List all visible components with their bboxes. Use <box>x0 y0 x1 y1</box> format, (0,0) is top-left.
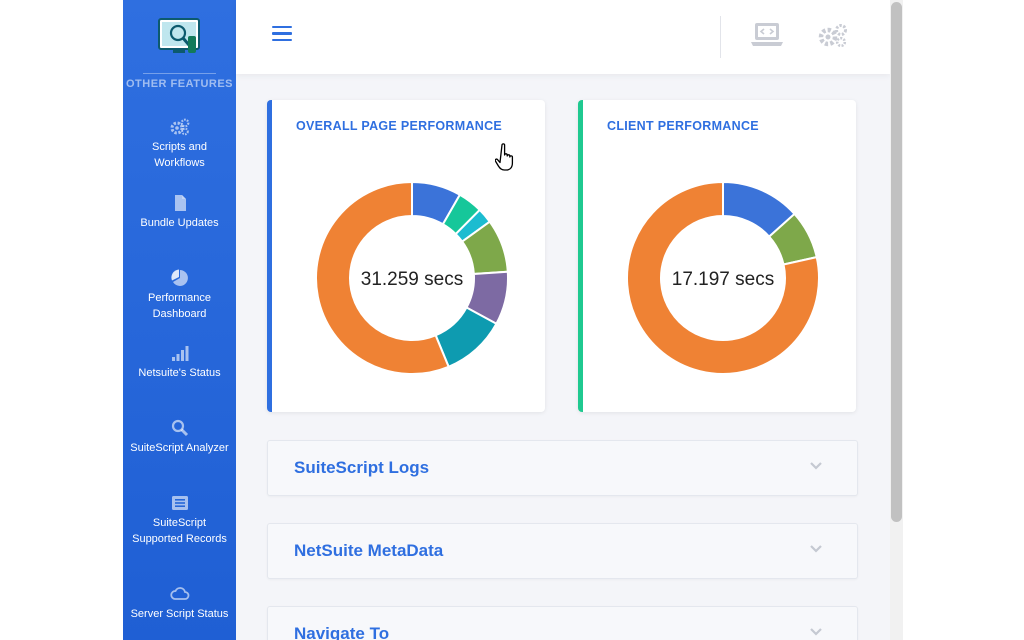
chevron-down-icon <box>810 545 822 553</box>
sidebar-item-netsuites-status[interactable]: Netsuite's Status <box>123 344 236 381</box>
sidebar-item-label: Performance Dashboard <box>148 292 211 320</box>
sidebar-item-label: SuiteScript Supported Records <box>132 517 227 545</box>
sidebar-divider <box>143 73 216 74</box>
hand-cursor-icon <box>495 143 514 171</box>
top-bar <box>236 0 890 74</box>
sidebar-item-performance-dashboard[interactable]: Performance Dashboard <box>123 269 236 322</box>
sidebar-item-scripts-and-workflows[interactable]: Scripts and Workflows <box>123 118 236 171</box>
sidebar-item-label: Bundle Updates <box>140 217 219 229</box>
client-performance-card: CLIENT PERFORMANCE 17.197 secs <box>578 100 856 412</box>
cloud-icon <box>169 587 189 600</box>
sidebar-item-server-script-status[interactable]: Server Script Status <box>123 585 236 622</box>
overall-performance-donut-chart: 31.259 secs <box>315 180 509 375</box>
sidebar-item-label: Server Script Status <box>130 608 229 620</box>
accordion-suitescript-logs[interactable]: SuiteScript Logs <box>267 440 858 496</box>
sidebar-item-label: Netsuite's Status <box>138 367 221 379</box>
signal-bars-icon <box>171 346 188 361</box>
gears-icon <box>170 118 189 136</box>
accordion-title: NetSuite MetaData <box>294 541 444 560</box>
topbar-divider <box>720 16 721 58</box>
center-value: 31.259 secs <box>361 269 463 290</box>
client-performance-donut-chart: 17.197 secs <box>626 180 820 375</box>
donut-slice-7[interactable] <box>315 180 450 375</box>
accordion-netsuite-metadata[interactable]: NetSuite MetaData <box>267 523 858 579</box>
sidebar-item-label: Scripts and Workflows <box>151 141 208 169</box>
list-icon <box>171 496 188 510</box>
accordion-title: Navigate To <box>294 624 390 640</box>
accordion-title: SuiteScript Logs <box>294 458 430 477</box>
app-logo[interactable] <box>158 18 200 54</box>
gears-icon[interactable] <box>817 22 849 48</box>
document-icon <box>174 195 186 211</box>
accordion-navigate-to[interactable]: Navigate To <box>267 606 858 640</box>
chevron-down-icon <box>810 628 822 636</box>
card-title: CLIENT PERFORMANCE <box>607 119 759 133</box>
overall-page-performance-card: OVERALL PAGE PERFORMANCE 31.259 secs <box>267 100 545 412</box>
scrollbar-thumb[interactable] <box>891 2 902 522</box>
sidebar-section-title: OTHER FEATURES <box>125 78 234 90</box>
sidebar: OTHER FEATURES Scripts and Workflows Bun… <box>123 0 236 640</box>
sidebar-item-bundle-updates[interactable]: Bundle Updates <box>123 194 236 231</box>
sidebar-item-label: SuiteScript Analyzer <box>130 442 229 454</box>
magnifier-icon <box>171 419 188 437</box>
app-window: OTHER FEATURES Scripts and Workflows Bun… <box>123 0 903 640</box>
laptop-code-icon[interactable] <box>750 22 784 48</box>
card-title: OVERALL PAGE PERFORMANCE <box>296 119 503 133</box>
sidebar-item-suitescript-supported-records[interactable]: SuiteScript Supported Records <box>123 494 236 547</box>
scrollbar[interactable] <box>890 0 903 640</box>
pie-chart-icon <box>170 269 188 286</box>
donut-slice-3[interactable] <box>626 180 820 375</box>
sidebar-item-suitescript-analyzer[interactable]: SuiteScript Analyzer <box>123 419 236 456</box>
hamburger-icon[interactable] <box>272 26 292 44</box>
chevron-down-icon <box>810 462 822 470</box>
center-value: 17.197 secs <box>672 269 774 290</box>
